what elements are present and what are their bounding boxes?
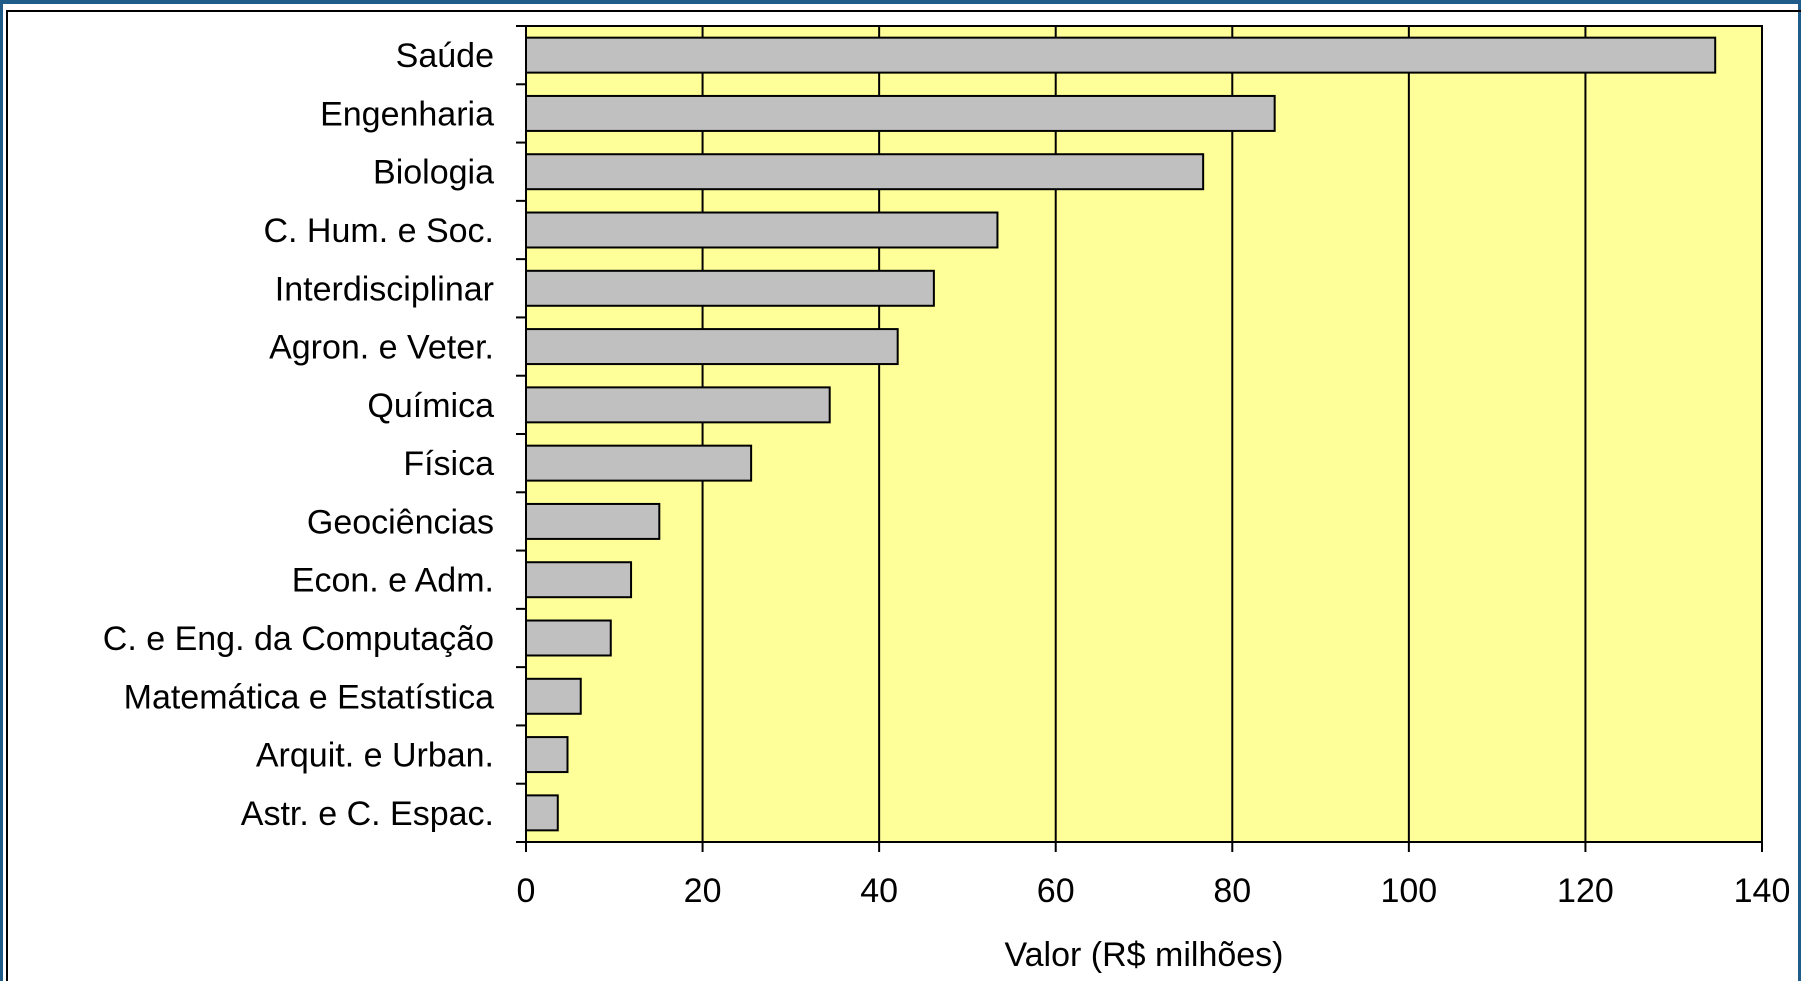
bar (525, 269, 935, 307)
axes (516, 25, 1763, 852)
category-label: Física (403, 445, 494, 483)
x-tick-label: 120 (1557, 872, 1614, 910)
category-labels: Saúde Engenharia Biologia C. Hum. e Soc. Int… (103, 37, 494, 833)
x-tick-label: 140 (1734, 872, 1791, 910)
bar (525, 561, 633, 599)
frame-left-border (0, 0, 3, 981)
category-label: Agron. e Veter. (269, 329, 494, 367)
x-tick-label: 80 (1213, 872, 1251, 910)
frame-right-border (1798, 0, 1801, 981)
bar (525, 444, 753, 482)
category-label: Engenharia (320, 95, 494, 133)
inner-left-border (6, 10, 8, 981)
x-tick-label: 0 (517, 872, 536, 910)
bar (525, 619, 612, 657)
bar (525, 677, 582, 715)
bar (525, 328, 899, 366)
bar (525, 736, 569, 774)
category-label: C. e Eng. da Computação (103, 620, 494, 658)
bar (525, 94, 1276, 132)
x-tick-label: 20 (684, 872, 722, 910)
category-label: Astr. e C. Espac. (241, 795, 494, 833)
bar (525, 211, 999, 249)
category-label: Geociências (307, 503, 494, 541)
category-label: C. Hum. e Soc. (263, 212, 494, 250)
category-label: Interdisciplinar (275, 270, 494, 308)
category-label: Saúde (396, 37, 494, 75)
x-tick-label: 40 (860, 872, 898, 910)
x-axis-title: Valor (R$ milhões) (1004, 936, 1283, 974)
category-label: Econ. e Adm. (292, 562, 494, 600)
plot-area (525, 25, 1763, 843)
bar (525, 794, 559, 832)
x-tick-labels: 0 20 40 60 80 100 120 140 (517, 872, 1791, 910)
x-tick-label: 60 (1037, 872, 1075, 910)
bar (525, 153, 1205, 191)
category-label: Arquit. e Urban. (256, 737, 494, 775)
gridlines (701, 26, 1587, 842)
category-label: Matemática e Estatística (124, 678, 494, 716)
bar (525, 502, 661, 540)
frame-top-border (0, 0, 1801, 4)
bars (525, 36, 1717, 832)
bar (525, 386, 831, 424)
category-label: Química (367, 387, 494, 425)
category-label: Biologia (373, 154, 494, 192)
x-tick-label: 100 (1380, 872, 1437, 910)
bar (525, 36, 1717, 74)
inner-top-border (6, 10, 1801, 12)
